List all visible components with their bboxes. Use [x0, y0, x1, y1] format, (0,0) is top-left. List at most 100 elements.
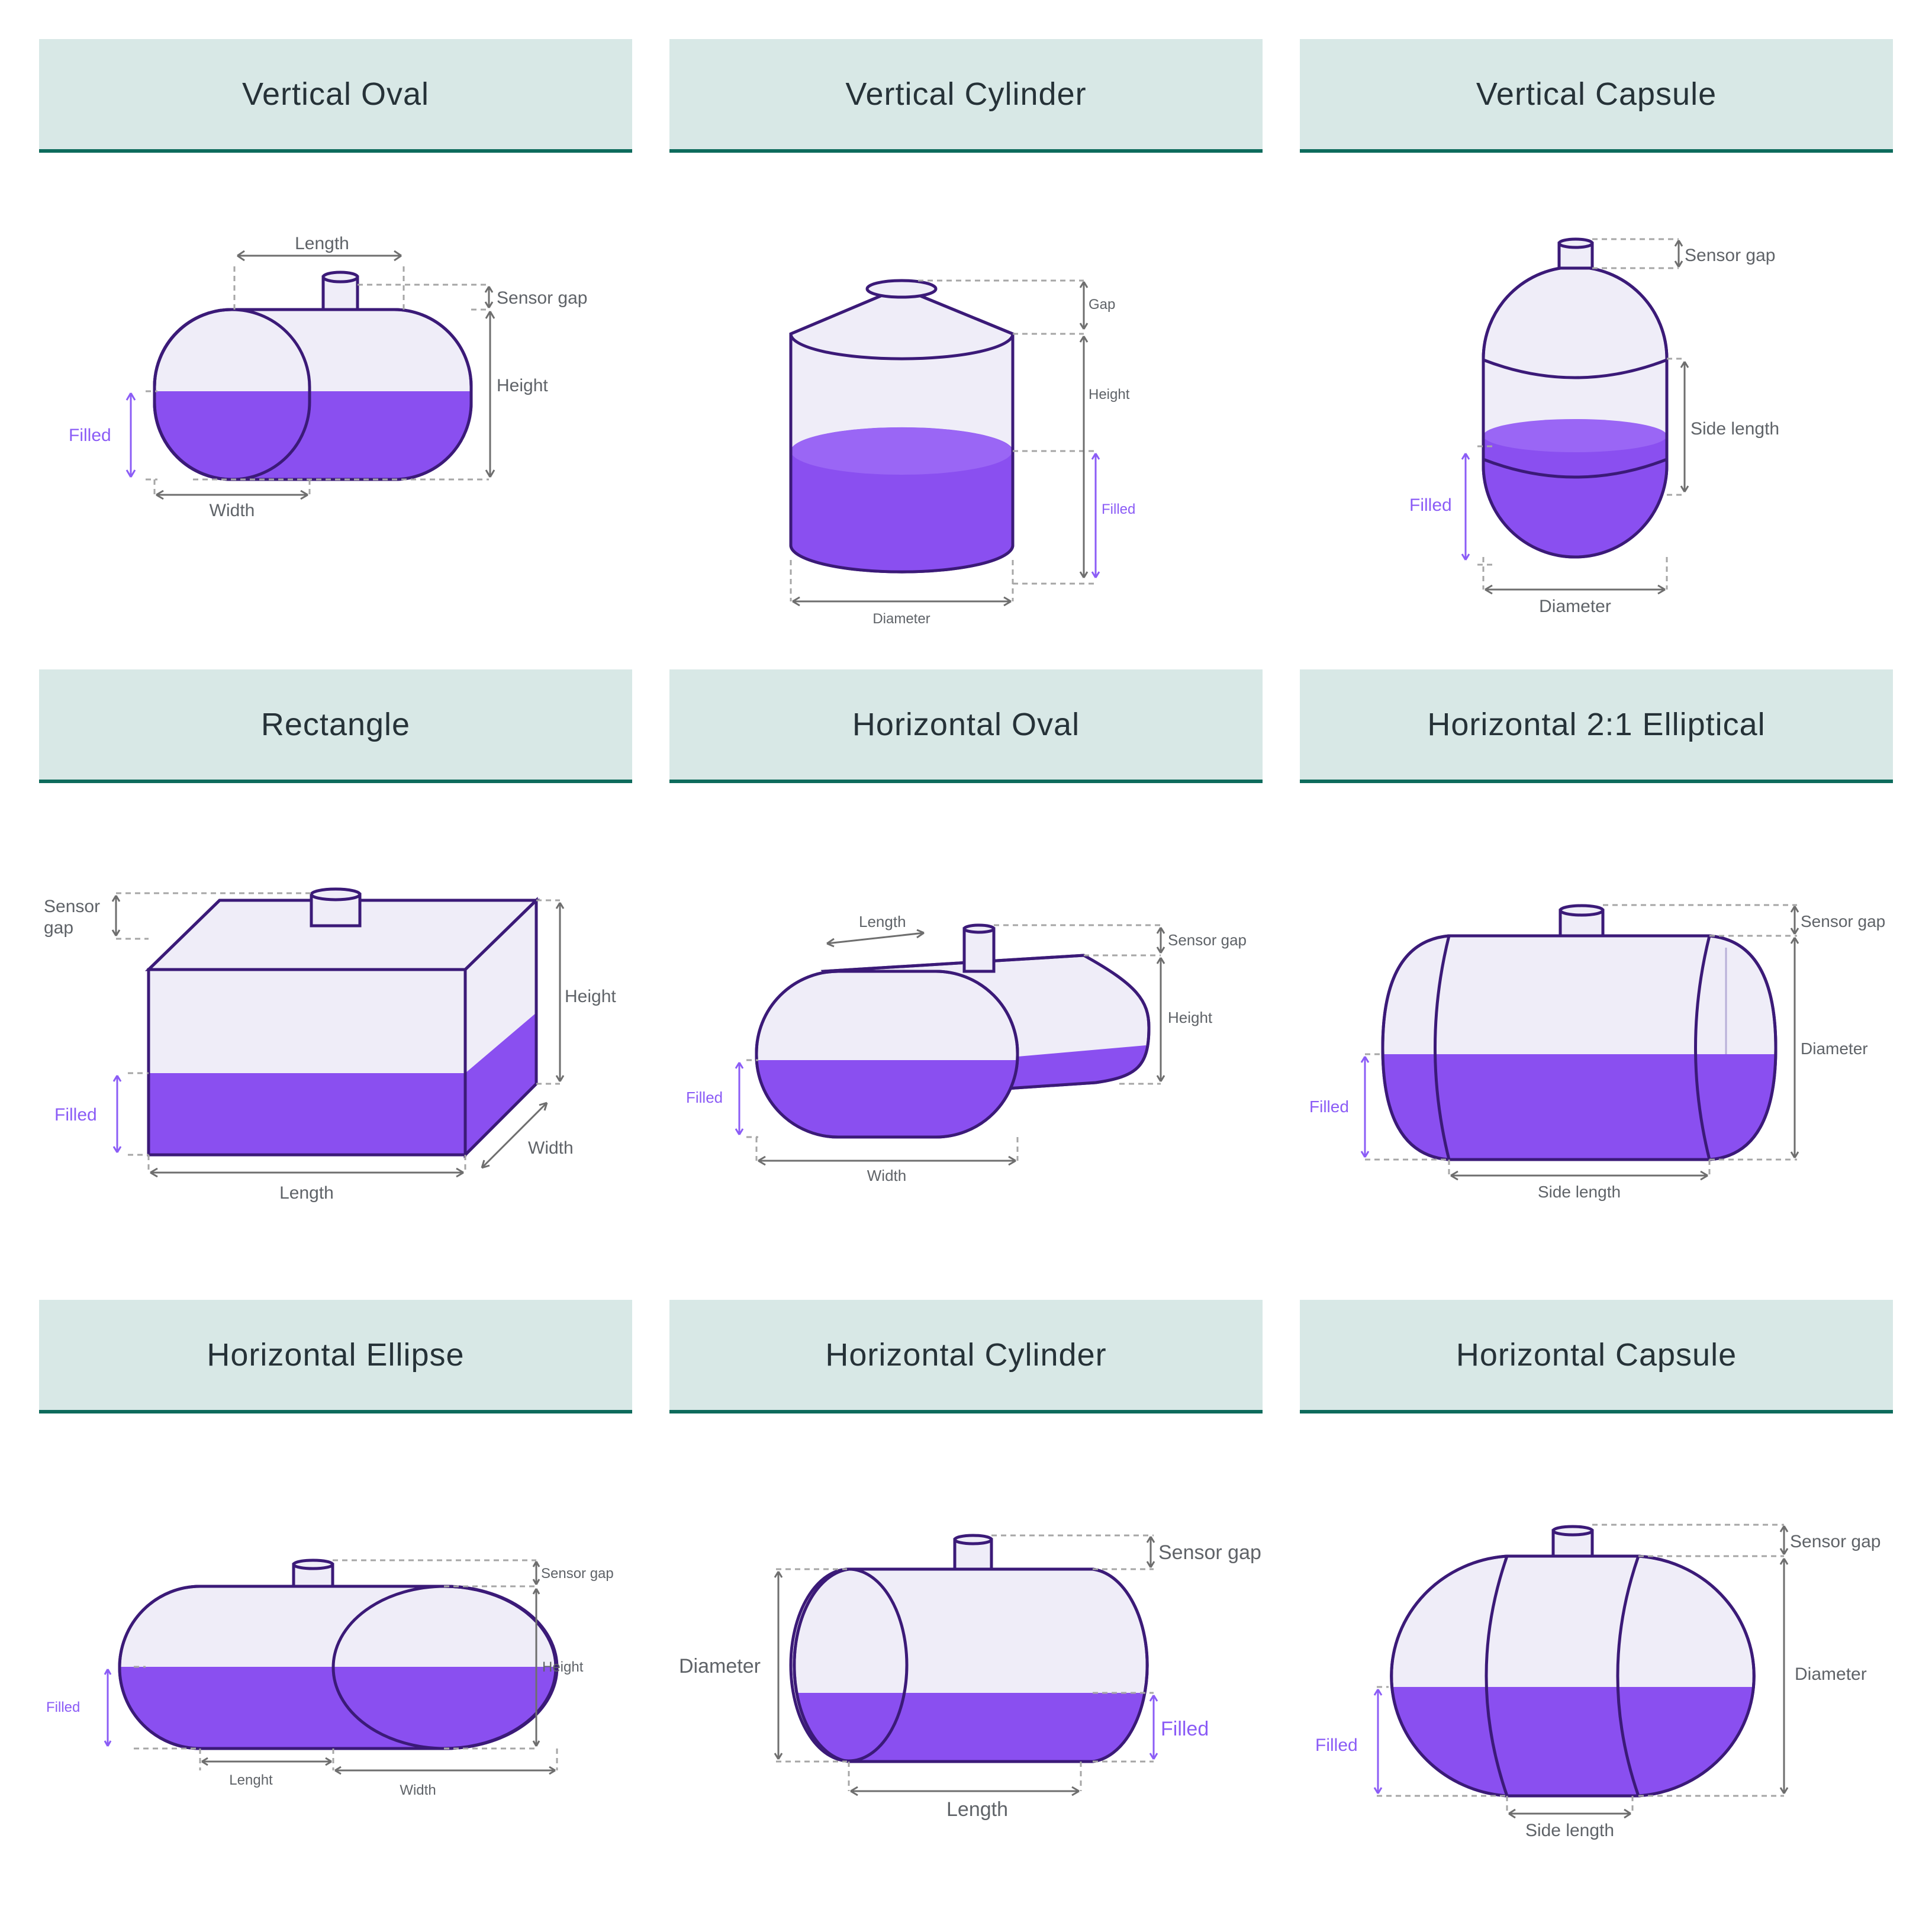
- roof-edge: [789, 333, 1015, 360]
- diameter-arrow: [1790, 937, 1799, 1158]
- filled-label: Filled: [69, 426, 111, 445]
- height-label: Height: [542, 1659, 584, 1675]
- nozzle-rim: [962, 923, 996, 934]
- diameter-arrow: [774, 1571, 783, 1760]
- filled-arrow: [1149, 1695, 1158, 1760]
- width-arrow: [481, 1102, 548, 1169]
- height-arrow: [485, 311, 495, 478]
- sensor-gap-arrow: [1156, 927, 1165, 954]
- side-length-arrow: [1680, 361, 1689, 492]
- length-label: Length: [946, 1798, 1008, 1821]
- gap-label: Gap: [1089, 297, 1115, 313]
- filled-label: Filled: [686, 1089, 723, 1106]
- tank-card-horizontal-capsule: Horizontal Capsule Sensor gap Diameter F…: [1300, 1300, 1893, 1893]
- card-header: Horizontal Ellipse: [39, 1300, 632, 1413]
- length-arrow: [150, 1167, 464, 1178]
- filled-label: Filled: [1309, 1097, 1349, 1116]
- filled-arrow: [125, 392, 136, 478]
- width-label: Width: [210, 501, 255, 520]
- nozzle-rim: [292, 1559, 334, 1570]
- side-length-label: Side length: [1525, 1821, 1614, 1840]
- tank-card-horizontal-ellipse: Horizontal Ellipse Sensor gap Height Fil…: [39, 1300, 632, 1893]
- liquid-side: [465, 1013, 536, 1155]
- filled-arrow: [1461, 453, 1470, 561]
- rectangle-diagram: Sensor gap Height Filled Width Length: [44, 887, 616, 1203]
- guide-lines: [776, 1534, 1154, 1791]
- height-label: Height: [565, 987, 616, 1006]
- horizontal-ellipse-diagram: Sensor gap Height Filled Lenght Width: [46, 1559, 614, 1798]
- liquid-fill: [1383, 1054, 1776, 1160]
- filled-label: Filled: [54, 1105, 97, 1125]
- guide-lines: [1377, 1524, 1784, 1814]
- sensor-nozzle: [865, 279, 938, 299]
- upper-seam: [1483, 358, 1667, 379]
- diameter-label: Diameter: [872, 611, 930, 627]
- left-seam: [1434, 935, 1451, 1160]
- filled-label: Filled: [1102, 501, 1135, 517]
- end-face-outline: [755, 970, 1019, 1139]
- side-length-label: Side length: [1538, 1183, 1621, 1201]
- card-title: Vertical Oval: [242, 76, 430, 112]
- length-label: Lenght: [229, 1772, 273, 1788]
- left-seam: [1485, 1556, 1509, 1796]
- sensor-gap-label: Sensor gap: [1801, 912, 1885, 930]
- filled-arrow: [1360, 1056, 1370, 1158]
- tank-card-horizontal-elliptical: Horizontal 2:1 Elliptical Sensor gap Dia…: [1300, 669, 1893, 1263]
- card-header: Horizontal 2:1 Elliptical: [1300, 669, 1893, 783]
- length-arrow: [237, 250, 402, 262]
- width-label: Width: [528, 1138, 574, 1158]
- card-title: Horizontal 2:1 Elliptical: [1427, 707, 1766, 742]
- filled-arrow: [1373, 1689, 1383, 1794]
- sensor-gap-arrow: [1779, 1525, 1789, 1555]
- card-title: Vertical Capsule: [1476, 76, 1717, 112]
- tank-end-face: [789, 1567, 909, 1763]
- card-header: Horizontal Oval: [669, 669, 1263, 783]
- card-title: Horizontal Cylinder: [825, 1337, 1107, 1373]
- nozzle-rim: [321, 271, 359, 284]
- filled-label: Filled: [1161, 1718, 1209, 1740]
- tank-card-vertical-capsule: Vertical Capsule Sensor gap Side length …: [1300, 39, 1893, 632]
- tank-card-horizontal-cylinder: Horizontal Cylinder Sensor gap Diameter …: [669, 1300, 1263, 1893]
- liquid-fill: [794, 1693, 1148, 1762]
- right-seam: [1616, 1556, 1640, 1796]
- height-arrow: [532, 1588, 540, 1747]
- width-arrow: [758, 1155, 1016, 1166]
- sensor-gap-label-line2: gap: [44, 918, 73, 938]
- filled-arrow: [735, 1062, 744, 1135]
- nozzle-rim: [310, 887, 362, 901]
- card-title: Horizontal Ellipse: [207, 1337, 465, 1373]
- length-label: Length: [279, 1183, 334, 1203]
- length-label: Length: [295, 234, 349, 253]
- sensor-gap-label: Sensor gap: [1158, 1541, 1261, 1564]
- card-header: Vertical Cylinder: [669, 39, 1263, 153]
- card-header: Rectangle: [39, 669, 632, 783]
- sensor-nozzle: [962, 927, 996, 973]
- guide-lines: [134, 1559, 558, 1770]
- diameter-label: Diameter: [679, 1655, 761, 1677]
- horizontal-elliptical-diagram: Sensor gap Diameter Filled Side length: [1309, 904, 1885, 1201]
- vertical-oval-diagram: Length Sensor gap Height Filled Width: [69, 234, 587, 520]
- card-header: Vertical Capsule: [1300, 39, 1893, 153]
- filled-arrow: [1091, 453, 1100, 578]
- filled-label: Filled: [46, 1699, 80, 1715]
- tank-card-vertical-cylinder: Vertical Cylinder Gap Height Filled Diam…: [669, 39, 1263, 632]
- liquid-fill: [120, 1667, 556, 1749]
- liquid-fill: [154, 391, 471, 479]
- height-label: Height: [1089, 387, 1130, 402]
- nozzle-rim: [1551, 1525, 1594, 1537]
- horizontal-capsule-diagram: Sensor gap Diameter Filled Side length: [1315, 1524, 1881, 1840]
- tank-back-outline: [823, 954, 1151, 1097]
- liquid-front: [756, 1055, 1017, 1137]
- sensor-gap-arrow: [111, 895, 121, 936]
- width-arrow: [156, 490, 308, 500]
- card-header: Horizontal Cylinder: [669, 1300, 1263, 1413]
- card-title: Horizontal Capsule: [1456, 1337, 1737, 1373]
- tank-card-vertical-oval: Vertical Oval Length Sensor gap Height F…: [39, 39, 632, 632]
- guide-lines: [790, 279, 1096, 601]
- card-title: Horizontal Oval: [852, 707, 1080, 742]
- length-arrow: [826, 929, 925, 948]
- diameter-arrow: [792, 596, 1012, 607]
- length-arrow: [201, 1757, 332, 1766]
- liquid-surface: [1483, 419, 1667, 452]
- sensor-gap-label: Sensor gap: [1790, 1532, 1881, 1551]
